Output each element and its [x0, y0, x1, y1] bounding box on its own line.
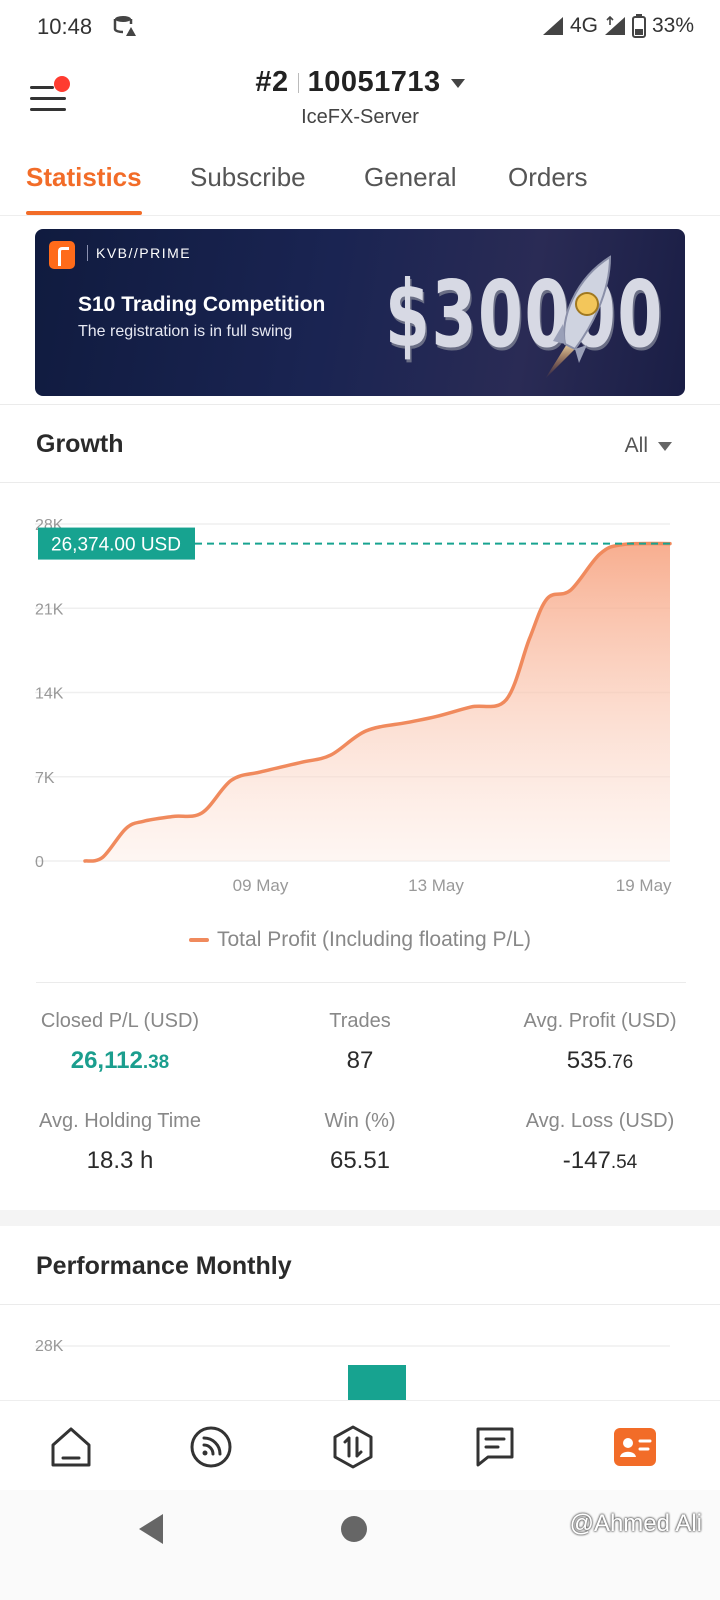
stat-item: Avg. Holding Time 18.3 h — [0, 1110, 240, 1175]
stat-value: 26,112.38 — [70, 1047, 170, 1074]
data-saver-icon — [113, 16, 136, 36]
nav-trade[interactable] — [330, 1425, 376, 1469]
legend-label: Total Profit (Including floating P/L) — [217, 928, 531, 951]
y-tick-label: 0 — [35, 854, 44, 871]
nav-messages[interactable] — [472, 1425, 518, 1469]
brand-logo — [49, 241, 75, 269]
range-dropdown[interactable]: All — [625, 434, 672, 458]
performance-title: Performance Monthly — [36, 1252, 292, 1280]
bottom-nav — [0, 1400, 720, 1490]
y-tick-label: 14K — [35, 686, 64, 703]
legend-swatch — [189, 938, 209, 943]
menu-icon — [30, 86, 54, 89]
trade-icon — [333, 1425, 373, 1469]
account-rank: #2 — [255, 66, 289, 98]
system-nav-bar: @Ahmed Ali — [0, 1490, 720, 1600]
x-tick-label: 09 May — [233, 876, 289, 895]
nav-signals[interactable] — [188, 1425, 234, 1469]
stat-value: 535.76 — [566, 1047, 634, 1074]
performance-chart: 28K — [35, 1338, 670, 1400]
stat-label: Avg. Loss (USD) — [525, 1110, 675, 1132]
cell-signal-2-icon — [604, 16, 625, 35]
status-bar: 10:48 4G 33% — [0, 0, 720, 54]
account-selector[interactable]: #2 10051713 — [0, 66, 720, 99]
x-tick-label: 13 May — [408, 876, 464, 895]
tab-general[interactable]: General — [364, 162, 457, 192]
stat-value: 18.3 h — [86, 1147, 154, 1174]
stat-label: Avg. Profit (USD) — [523, 1010, 677, 1032]
tab-orders[interactable]: Orders — [508, 162, 588, 192]
y-tick-label: 28K — [35, 1338, 64, 1355]
growth-title: Growth — [36, 430, 124, 458]
x-tick-label: 19 May — [616, 876, 672, 895]
server-name: IceFX-Server — [301, 106, 419, 128]
banner-title: S10 Trading Competition — [78, 293, 326, 316]
y-tick-label: 21K — [35, 601, 64, 618]
stat-label: Avg. Holding Time — [39, 1110, 201, 1132]
nav-home[interactable] — [48, 1425, 94, 1469]
tab-statistics[interactable]: Statistics — [26, 162, 142, 215]
banner-subtitle: The registration is in full swing — [78, 323, 293, 340]
current-value-badge — [38, 527, 195, 560]
monthly-bar — [348, 1365, 406, 1400]
nav-profile[interactable] — [612, 1425, 658, 1469]
series-area — [85, 543, 670, 862]
stat-item: Closed P/L (USD) 26,112.38 — [0, 1010, 240, 1075]
stat-label: Trades — [329, 1010, 391, 1032]
messages-icon — [476, 1427, 514, 1467]
profile-card-icon — [614, 1428, 656, 1466]
stat-item: Win (%) 65.51 — [240, 1110, 480, 1175]
network-type: 4G — [569, 14, 598, 37]
back-icon[interactable] — [137, 1512, 165, 1546]
stat-item: Avg. Profit (USD) 535.76 — [480, 1010, 720, 1075]
home-icon — [51, 1427, 91, 1467]
status-time: 10:48 — [37, 14, 93, 39]
stat-item: Avg. Loss (USD) -147.54 — [480, 1110, 720, 1175]
rocket-icon — [545, 255, 612, 379]
menu-button[interactable] — [28, 76, 72, 116]
current-value-label: 26,374.00 USD — [51, 535, 181, 556]
account-number: 10051713 — [307, 66, 441, 98]
banner-prize: $30000 — [385, 261, 664, 368]
battery-level: 33% — [651, 14, 694, 37]
active-tab-indicator — [26, 211, 142, 215]
chart-legend: Total Profit (Including floating P/L) — [0, 928, 720, 952]
range-label: All — [624, 434, 648, 457]
stat-label: Closed P/L (USD) — [40, 1010, 200, 1032]
tab-bar: Statistics Subscribe General Orders — [0, 150, 720, 216]
stat-item: Trades 87 — [240, 1010, 480, 1075]
signal-feed-icon — [190, 1426, 232, 1468]
chevron-down-icon — [658, 441, 672, 451]
y-tick-label: 7K — [35, 770, 55, 787]
chevron-down-icon — [450, 78, 465, 88]
cell-signal-icon — [542, 17, 563, 35]
stat-value: -147.54 — [562, 1147, 638, 1174]
home-button[interactable] — [341, 1516, 367, 1542]
status-indicators: 4G 33% — [542, 13, 694, 39]
notification-dot — [54, 76, 70, 92]
battery-icon — [631, 14, 646, 38]
banner-brand: KVB//PRIME — [87, 245, 191, 261]
app-header: #2 10051713 IceFX-Server — [0, 54, 720, 144]
stat-value: 87 — [346, 1047, 374, 1074]
series-line — [83, 541, 672, 863]
tab-subscribe[interactable]: Subscribe — [190, 162, 306, 192]
stat-value: 65.51 — [329, 1147, 391, 1174]
watermark: @Ahmed Ali — [569, 1510, 702, 1537]
stat-label: Win (%) — [324, 1110, 396, 1132]
promo-banner[interactable]: KVB//PRIME S10 Trading Competition The r… — [35, 229, 685, 396]
